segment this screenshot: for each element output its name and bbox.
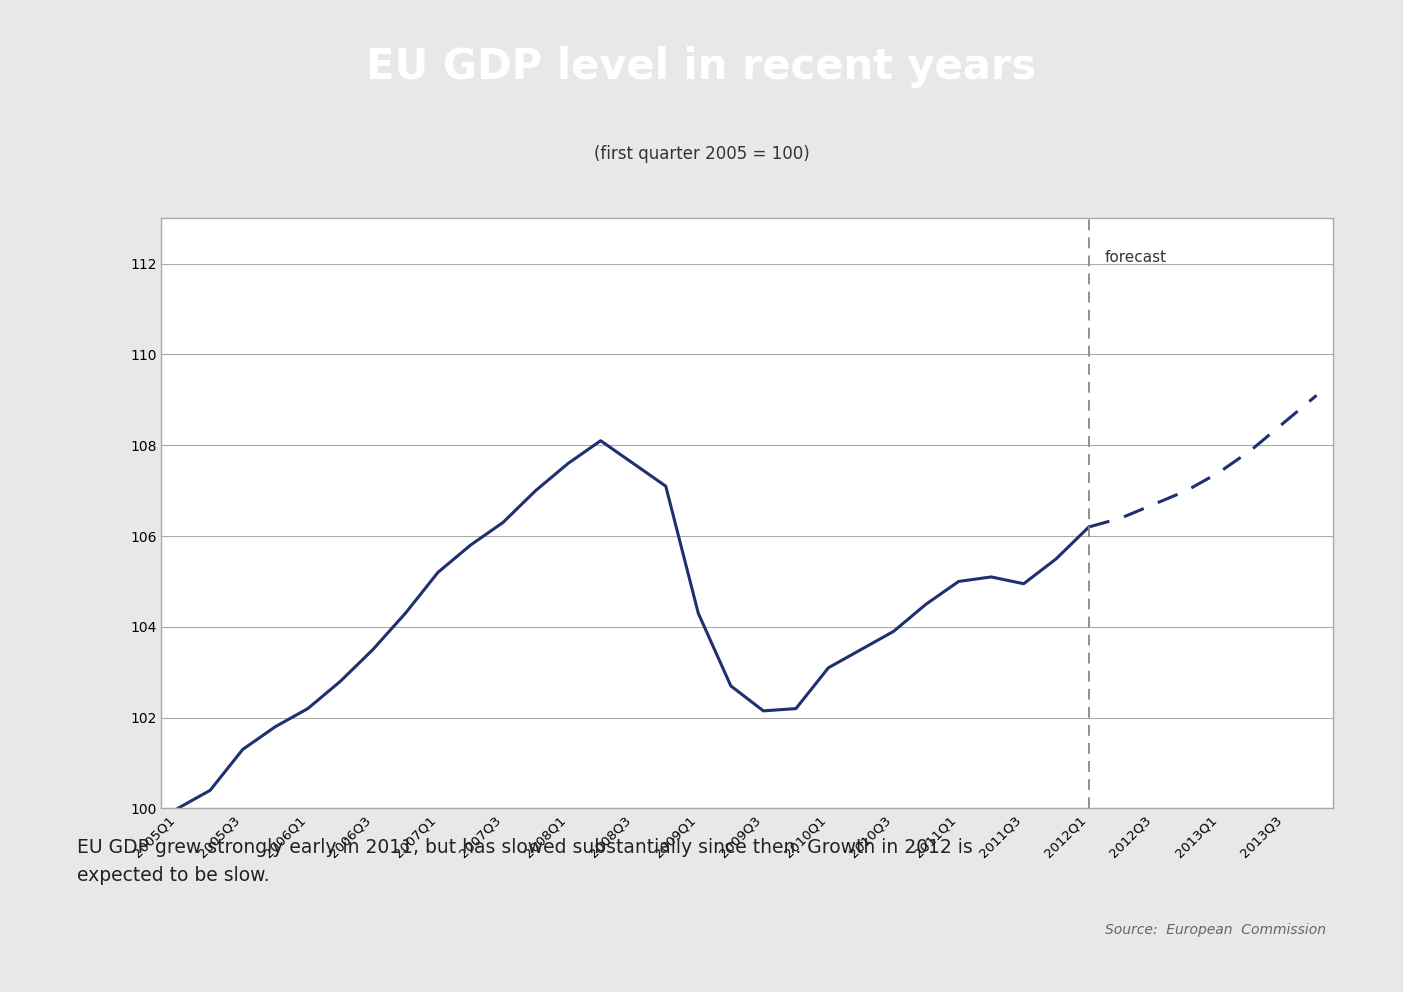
Text: EU GDP grew strongly early in 2011, but has slowed substantially since then. Gro: EU GDP grew strongly early in 2011, but … [77,838,972,885]
Text: Source:  European  Commission: Source: European Commission [1104,924,1326,937]
Text: forecast: forecast [1106,250,1167,265]
Text: (first quarter 2005 = 100): (first quarter 2005 = 100) [593,145,810,163]
Text: EU GDP level in recent years: EU GDP level in recent years [366,46,1037,88]
